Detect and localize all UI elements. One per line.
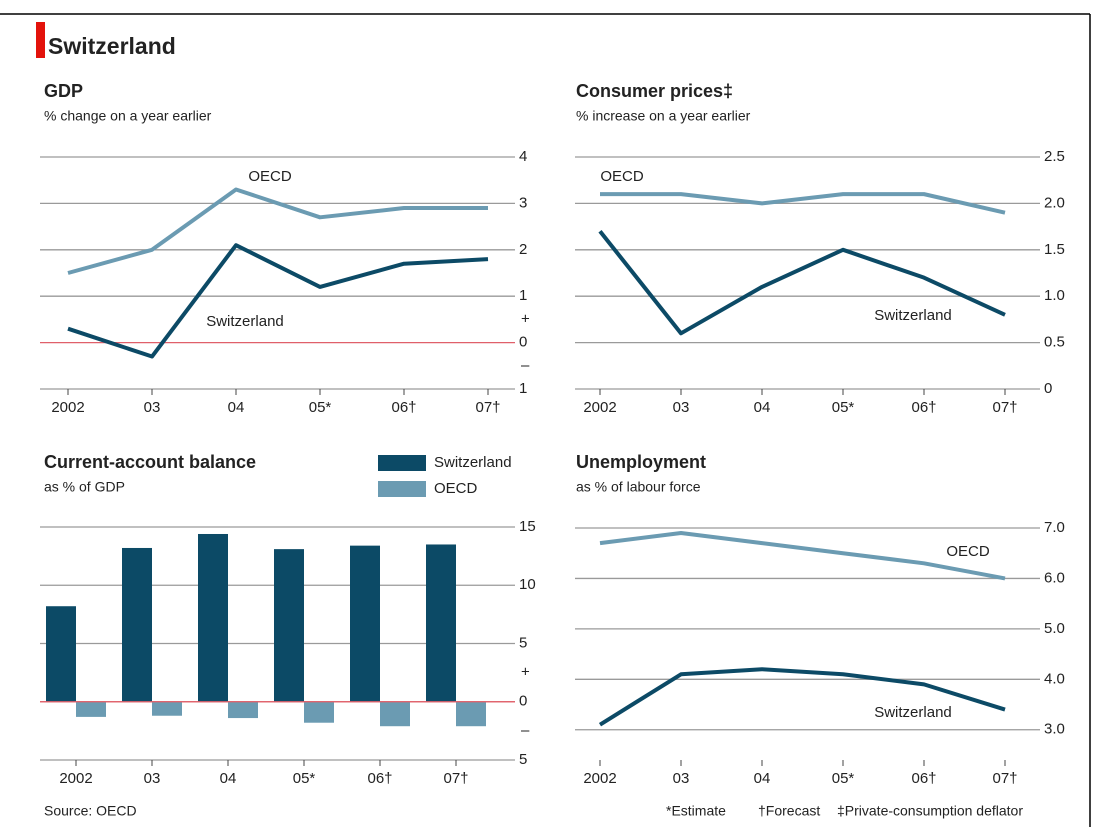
y-tick-label: 4 xyxy=(519,148,527,165)
bar xyxy=(46,606,76,702)
bar xyxy=(304,701,334,723)
legend-label: OECD xyxy=(434,480,478,497)
series-label: Switzerland xyxy=(206,313,284,330)
y-tick-label: 10 xyxy=(519,576,536,593)
sign-label: + xyxy=(521,664,530,681)
sign-label: – xyxy=(521,357,530,374)
y-tick-label: 6.0 xyxy=(1044,569,1065,586)
x-tick-label: 07† xyxy=(992,770,1017,787)
y-tick-label: 0 xyxy=(519,693,527,710)
red-tab xyxy=(36,22,45,58)
y-tick-label: 7.0 xyxy=(1044,519,1065,536)
x-tick-label: 04 xyxy=(754,399,771,416)
source: Source: OECD xyxy=(44,803,137,819)
y-tick-label: 2 xyxy=(519,241,527,258)
x-tick-label: 2002 xyxy=(51,399,84,416)
note: *Estimate xyxy=(666,803,726,819)
chart-title: Consumer prices‡ xyxy=(576,81,733,101)
x-tick-label: 04 xyxy=(220,770,237,787)
chart-title: GDP xyxy=(44,81,83,101)
line xyxy=(600,192,1006,215)
chart-title: Current-account balance xyxy=(44,452,256,472)
x-tick-label: 2002 xyxy=(59,770,92,787)
series-label: OECD xyxy=(248,168,292,185)
legend-swatch xyxy=(378,455,426,471)
legend-label: Switzerland xyxy=(434,454,512,471)
y-tick-label: 0.5 xyxy=(1044,334,1065,351)
x-tick-label: 04 xyxy=(228,399,245,416)
bar xyxy=(228,701,258,719)
y-tick-label: 0 xyxy=(1044,380,1052,397)
bar xyxy=(380,701,410,727)
y-tick-label: 3 xyxy=(519,194,527,211)
bar xyxy=(122,547,152,702)
x-tick-label: 2002 xyxy=(583,770,616,787)
y-tick-label: 2.0 xyxy=(1044,194,1065,211)
series-label: OECD xyxy=(600,168,644,185)
series-label: OECD xyxy=(946,543,990,560)
series-label: Switzerland xyxy=(874,307,952,324)
x-tick-label: 06† xyxy=(367,770,392,787)
line xyxy=(598,667,1006,727)
chart-title: Unemployment xyxy=(576,452,706,472)
x-tick-label: 03 xyxy=(144,399,161,416)
y-tick-label: 4.0 xyxy=(1044,670,1065,687)
x-tick-label: 05* xyxy=(293,770,316,787)
x-tick-label: 03 xyxy=(144,770,161,787)
x-tick-label: 06† xyxy=(911,399,936,416)
line xyxy=(67,187,488,275)
page-title: Switzerland xyxy=(48,33,176,59)
y-tick-label: 2.5 xyxy=(1044,148,1065,165)
x-tick-label: 05* xyxy=(832,770,855,787)
line xyxy=(67,243,489,359)
y-tick-label: 1 xyxy=(519,380,527,397)
x-tick-label: 06† xyxy=(911,770,936,787)
bar xyxy=(152,701,182,716)
chart-subtitle: as % of labour force xyxy=(576,479,701,495)
bar xyxy=(426,544,456,702)
x-tick-label: 03 xyxy=(673,399,690,416)
x-tick-label: 03 xyxy=(673,770,690,787)
x-tick-label: 07† xyxy=(443,770,468,787)
chart-subtitle: % increase on a year earlier xyxy=(576,108,751,124)
line xyxy=(599,531,1006,581)
y-tick-label: 1 xyxy=(519,287,527,304)
y-tick-label: 1.5 xyxy=(1044,241,1065,258)
chart-subtitle: % change on a year earlier xyxy=(44,108,212,124)
legend-swatch xyxy=(378,481,426,497)
sign-label: – xyxy=(521,722,530,739)
bar xyxy=(198,533,228,702)
y-tick-label: 5 xyxy=(519,751,527,768)
chart-subtitle: as % of GDP xyxy=(44,479,125,495)
x-tick-label: 06† xyxy=(391,399,416,416)
x-tick-label: 2002 xyxy=(583,399,616,416)
x-tick-label: 07† xyxy=(475,399,500,416)
x-tick-label: 07† xyxy=(992,399,1017,416)
line xyxy=(598,229,1006,336)
bar xyxy=(76,701,106,717)
series-label: Switzerland xyxy=(874,704,952,721)
y-tick-label: 5.0 xyxy=(1044,620,1065,637)
sign-label: + xyxy=(521,310,530,327)
y-tick-label: 0 xyxy=(519,334,527,351)
x-tick-label: 05* xyxy=(832,399,855,416)
y-tick-label: 5 xyxy=(519,634,527,651)
x-tick-label: 05* xyxy=(309,399,332,416)
note: ‡Private-consumption deflator xyxy=(837,803,1023,819)
y-tick-label: 15 xyxy=(519,518,536,535)
y-tick-label: 3.0 xyxy=(1044,721,1065,738)
bar xyxy=(456,701,486,727)
x-tick-label: 04 xyxy=(754,770,771,787)
y-tick-label: 1.0 xyxy=(1044,287,1065,304)
note: †Forecast xyxy=(758,803,820,819)
bar xyxy=(274,549,304,702)
bar xyxy=(350,545,380,702)
